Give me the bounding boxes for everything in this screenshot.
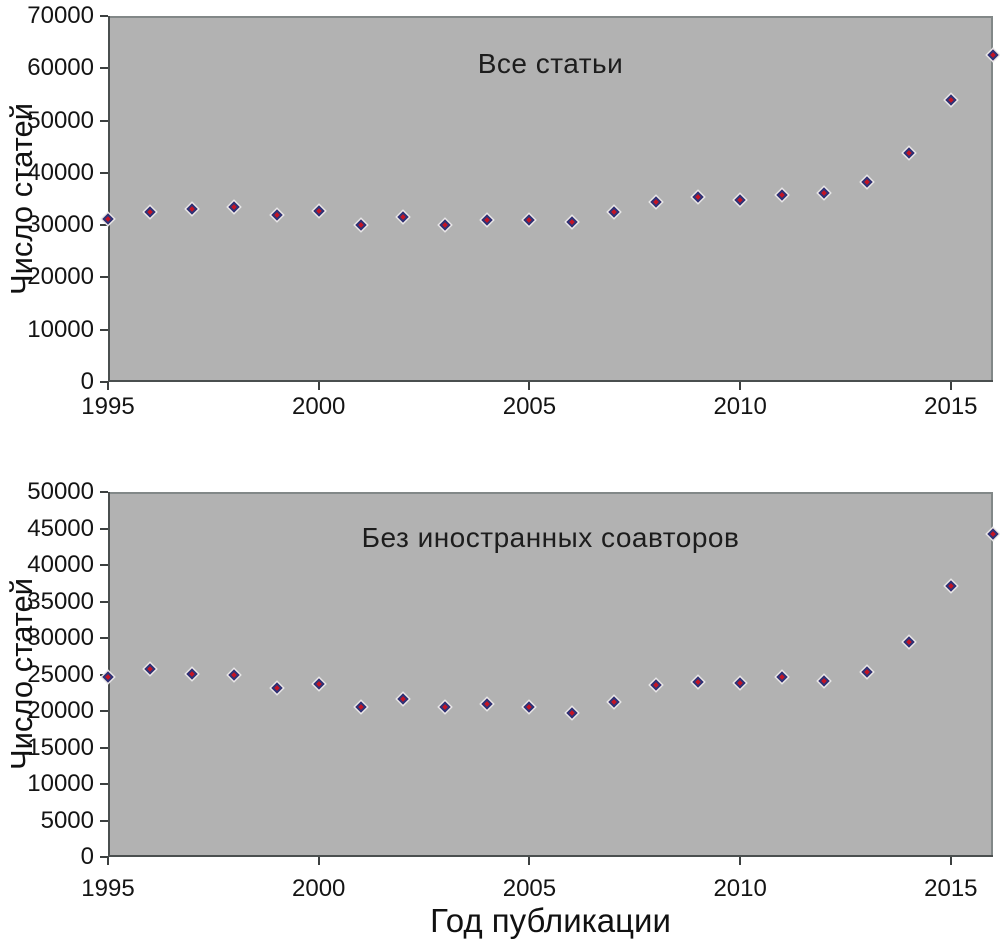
y-tick-label: 5000 — [40, 806, 94, 834]
y-tick-label: 45000 — [27, 514, 94, 542]
y-tick-mark — [100, 746, 108, 749]
y-tick-label: 25000 — [27, 660, 94, 688]
y-tick-mark — [100, 276, 108, 279]
x-tick-mark — [528, 382, 531, 390]
x-tick-label: 2005 — [502, 393, 557, 420]
y-tick-label: 0 — [80, 843, 94, 870]
y-tick-mark — [100, 491, 108, 493]
x-tick-label: 2000 — [292, 393, 346, 420]
y-tick-label: 40000 — [27, 158, 94, 186]
y-tick-label: 15000 — [27, 733, 94, 761]
y-tick-mark — [100, 637, 108, 639]
y-tick-mark — [100, 224, 108, 227]
x-axis-line — [108, 380, 993, 382]
y-tick-mark — [100, 527, 108, 530]
x-tick-label: 2010 — [713, 875, 767, 902]
plot-area — [108, 492, 993, 857]
y-tick-label: 0 — [80, 368, 94, 395]
y-tick-mark — [100, 15, 108, 17]
y-tick-label: 30000 — [27, 624, 94, 651]
x-tick-mark — [107, 857, 109, 865]
plot-area — [108, 16, 993, 382]
x-axis-title: Год публикации — [430, 902, 671, 939]
x-tick-label: 2005 — [502, 875, 557, 902]
x-tick-mark — [317, 382, 320, 390]
y-tick-mark — [100, 856, 108, 858]
x-tick-label: 2000 — [292, 875, 346, 902]
x-tick-label: 2015 — [924, 875, 978, 902]
y-tick-mark — [100, 564, 108, 566]
y-tick-mark — [100, 600, 108, 603]
y-tick-label: 10000 — [27, 315, 94, 343]
x-tick-label: 1995 — [81, 875, 135, 902]
x-tick-mark — [739, 382, 742, 390]
x-tick-mark — [949, 382, 952, 390]
y-tick-label: 60000 — [27, 54, 94, 82]
y-tick-mark — [100, 67, 108, 70]
y-tick-mark — [100, 171, 108, 174]
y-tick-label: 10000 — [27, 770, 94, 797]
y-tick-label: 20000 — [27, 697, 94, 724]
x-tick-label: 2010 — [713, 393, 767, 420]
y-tick-label: 40000 — [27, 551, 94, 578]
y-tick-mark — [100, 328, 108, 331]
y-tick-mark — [100, 783, 108, 785]
y-tick-mark — [100, 710, 108, 712]
chart-title: Без иностранных соавторов — [361, 522, 740, 553]
y-tick-mark — [100, 381, 108, 383]
y-tick-label: 30000 — [27, 211, 94, 239]
x-tick-label: 2015 — [924, 393, 978, 420]
y-tick-label: 50000 — [27, 478, 94, 505]
chart-title: Все статьи — [477, 48, 624, 79]
y-tick-label: 70000 — [27, 2, 94, 29]
y-tick-label: 35000 — [27, 587, 94, 615]
x-tick-mark — [317, 857, 320, 865]
y-tick-label: 20000 — [27, 263, 94, 291]
x-tick-mark — [107, 382, 109, 390]
x-tick-mark — [528, 857, 531, 865]
y-axis-line — [108, 16, 110, 382]
y-tick-mark — [100, 819, 108, 822]
x-tick-mark — [949, 857, 952, 865]
x-tick-mark — [739, 857, 742, 865]
x-tick-label: 1995 — [81, 393, 135, 420]
y-tick-label: 50000 — [27, 106, 94, 134]
x-axis-line — [108, 855, 993, 857]
y-tick-mark — [100, 119, 108, 122]
